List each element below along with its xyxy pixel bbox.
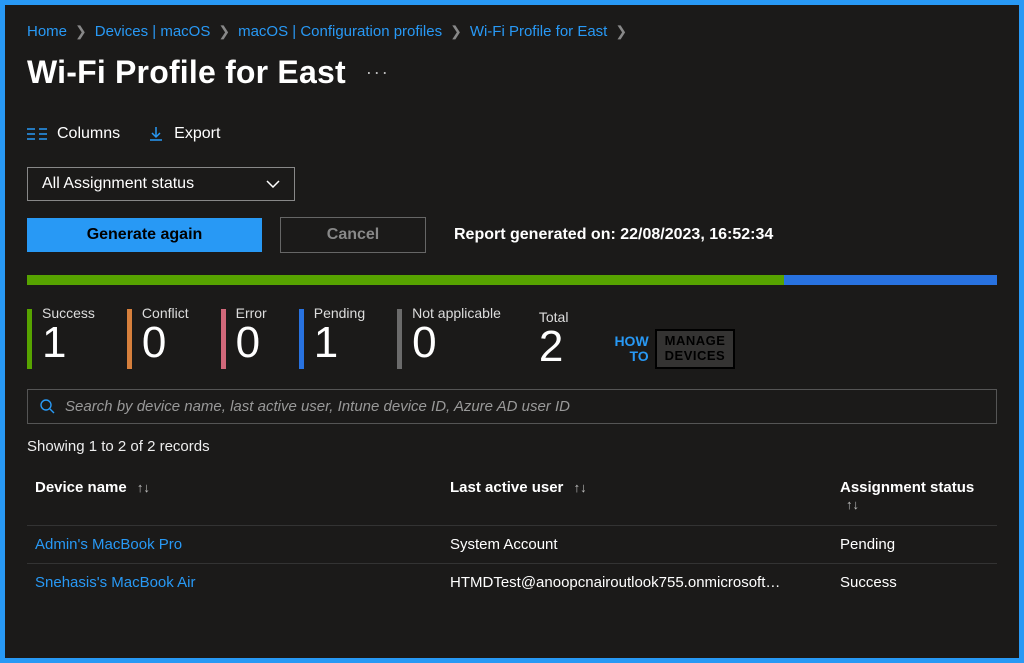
stat-value: 0 <box>236 321 267 365</box>
watermark-how: HOW <box>614 334 648 349</box>
columns-button[interactable]: Columns <box>27 125 120 143</box>
column-label: Device name <box>35 479 127 496</box>
cell-user: System Account <box>450 536 840 553</box>
stat-success[interactable]: Success 1 <box>27 305 95 369</box>
stat-value: 1 <box>42 321 95 365</box>
stat-value: 0 <box>142 321 189 365</box>
stat-bar-error <box>221 309 226 369</box>
watermark-logo: HOW TO MANAGE DEVICES <box>614 329 735 369</box>
breadcrumb-wifi-profile[interactable]: Wi-Fi Profile for East <box>470 23 608 40</box>
columns-label: Columns <box>57 125 120 143</box>
stat-pending[interactable]: Pending 1 <box>299 305 365 369</box>
search-input[interactable] <box>65 398 984 415</box>
cell-status: Success <box>840 574 997 591</box>
stat-value: 0 <box>412 321 501 365</box>
progress-segment-pending <box>784 275 997 285</box>
column-header-user[interactable]: Last active user ↑↓ <box>450 479 840 513</box>
generate-again-button[interactable]: Generate again <box>27 218 262 252</box>
status-summary: Success 1 Conflict 0 Error 0 Pending 1 <box>27 305 997 369</box>
table-header: Device name ↑↓ Last active user ↑↓ Assig… <box>27 475 997 525</box>
column-label: Assignment status <box>840 479 974 496</box>
progress-segment-success <box>27 275 784 285</box>
sort-icon: ↑↓ <box>131 480 150 495</box>
breadcrumb: Home ❯ Devices | macOS ❯ macOS | Configu… <box>27 23 997 40</box>
breadcrumb-home[interactable]: Home <box>27 23 67 40</box>
breadcrumb-devices-macos[interactable]: Devices | macOS <box>95 23 211 40</box>
chevron-down-icon <box>266 180 280 188</box>
watermark-to: TO <box>614 349 648 364</box>
report-generated-label: Report generated on: 22/08/2023, 16:52:3… <box>454 226 773 244</box>
chevron-right-icon: ❯ <box>450 23 462 40</box>
chevron-right-icon: ❯ <box>218 23 230 40</box>
chevron-right-icon: ❯ <box>615 23 627 40</box>
stat-not-applicable[interactable]: Not applicable 0 <box>397 305 501 369</box>
export-label: Export <box>174 125 220 143</box>
stat-error[interactable]: Error 0 <box>221 305 267 369</box>
stat-bar-not-applicable <box>397 309 402 369</box>
search-icon <box>40 399 55 414</box>
stat-value: 1 <box>314 321 365 365</box>
stat-bar-conflict <box>127 309 132 369</box>
export-button[interactable]: Export <box>148 125 220 143</box>
cancel-button[interactable]: Cancel <box>280 217 426 253</box>
table-row[interactable]: Snehasis's MacBook Air HTMDTest@anoopcna… <box>27 563 997 601</box>
device-link[interactable]: Snehasis's MacBook Air <box>35 574 195 591</box>
columns-icon <box>27 127 47 141</box>
chevron-right-icon: ❯ <box>75 23 87 40</box>
column-label: Last active user <box>450 479 563 496</box>
stat-bar-pending <box>299 309 304 369</box>
stat-bar-success <box>27 309 32 369</box>
sort-icon: ↑↓ <box>840 497 859 512</box>
cell-status: Pending <box>840 536 997 553</box>
devices-table: Device name ↑↓ Last active user ↑↓ Assig… <box>27 475 997 601</box>
watermark-manage: MANAGE <box>665 334 726 349</box>
stat-conflict[interactable]: Conflict 0 <box>127 305 189 369</box>
stat-value: 2 <box>539 325 569 369</box>
more-actions-icon[interactable]: ··· <box>366 62 390 83</box>
table-row[interactable]: Admin's MacBook Pro System Account Pendi… <box>27 525 997 563</box>
column-header-device[interactable]: Device name ↑↓ <box>35 479 450 513</box>
breadcrumb-config-profiles[interactable]: macOS | Configuration profiles <box>238 23 442 40</box>
sort-icon: ↑↓ <box>568 480 587 495</box>
cell-user: HTMDTest@anoopcnairoutlook755.onmicrosof… <box>450 574 840 591</box>
device-link[interactable]: Admin's MacBook Pro <box>35 536 182 553</box>
watermark-devices: DEVICES <box>665 349 726 364</box>
stat-total: Total 2 <box>539 309 569 369</box>
status-progress-bar <box>27 275 997 285</box>
assignment-status-dropdown[interactable]: All Assignment status <box>27 167 295 201</box>
dropdown-value: All Assignment status <box>42 175 194 193</box>
column-header-status[interactable]: Assignment status ↑↓ <box>840 479 997 513</box>
page-title: Wi-Fi Profile for East <box>27 54 346 91</box>
download-icon <box>148 126 164 142</box>
command-bar: Columns Export <box>27 125 997 143</box>
search-box[interactable] <box>27 389 997 424</box>
records-count: Showing 1 to 2 of 2 records <box>27 438 997 455</box>
